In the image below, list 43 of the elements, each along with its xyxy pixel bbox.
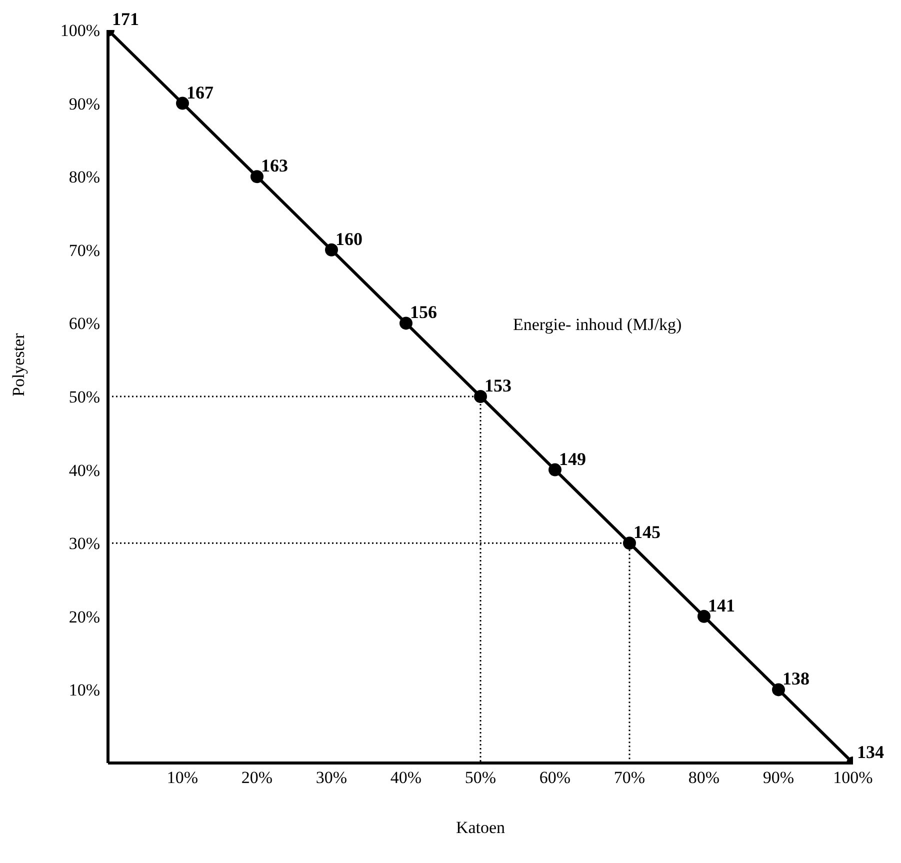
- x-tick-label: 100%: [833, 768, 873, 788]
- annotation: 167: [186, 82, 214, 102]
- point: [176, 96, 189, 110]
- annotation: 163: [261, 156, 288, 176]
- x-tick-label: 60%: [539, 768, 571, 788]
- point: [698, 610, 710, 623]
- x-tick-label: 10%: [166, 768, 198, 788]
- x-axis-title: Katoen: [456, 818, 506, 837]
- x-tick-label: 20%: [241, 768, 273, 788]
- annotation: 156: [410, 302, 437, 322]
- annotation: Energie- inhoud (MJ/kg): [513, 315, 682, 334]
- y-tick-label: 90%: [68, 94, 100, 114]
- point: [400, 316, 412, 330]
- point: [250, 170, 264, 184]
- y-tick-label: 70%: [68, 240, 100, 260]
- y-tick-label: 10%: [68, 680, 100, 700]
- x-tick-label: 90%: [762, 768, 794, 788]
- y-tick-label: 50%: [68, 388, 100, 407]
- point: [772, 683, 785, 696]
- annotation: 171: [112, 9, 139, 29]
- y-tick-label: 40%: [68, 460, 100, 480]
- point: [474, 390, 487, 403]
- annotation: 138: [782, 668, 810, 689]
- y-tick-label: 60%: [68, 314, 100, 334]
- x-tick-label: 50%: [464, 768, 496, 788]
- y-tick-label: 80%: [68, 168, 100, 187]
- x-tick-label: 70%: [614, 768, 646, 788]
- point: [623, 536, 636, 550]
- point: [548, 463, 562, 476]
- annotation: 141: [708, 595, 735, 616]
- x-tick-label: 80%: [688, 768, 720, 788]
- y-axis-title: Polyester: [9, 332, 28, 396]
- annotation: 153: [484, 376, 512, 396]
- annotation: 134: [857, 742, 884, 762]
- y-tick-label: 30%: [68, 534, 100, 554]
- x-tick-label: 30%: [316, 768, 348, 788]
- y-tick-label: 20%: [68, 607, 100, 626]
- x-tick-label: 40%: [390, 768, 422, 788]
- annotation: 149: [559, 448, 586, 469]
- y-tick-label: 100%: [60, 21, 100, 40]
- point: [325, 243, 338, 256]
- annotation: 145: [634, 522, 660, 542]
- annotation: 160: [336, 228, 362, 249]
